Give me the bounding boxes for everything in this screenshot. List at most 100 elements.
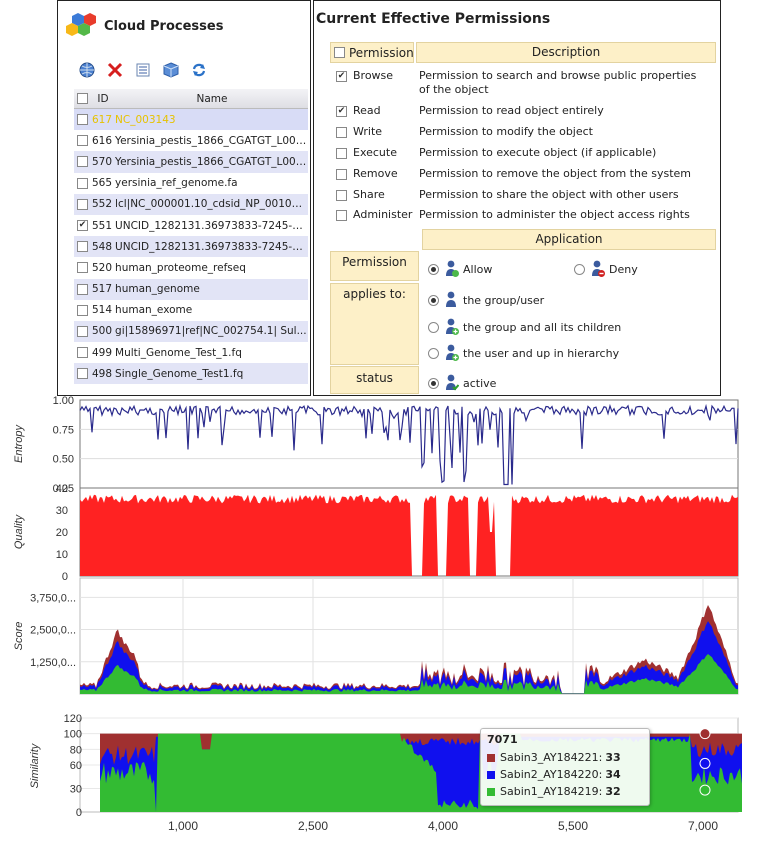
permissions-title: Current Effective Permissions bbox=[316, 11, 551, 27]
row-checkbox[interactable] bbox=[77, 177, 88, 189]
row-id: 498 bbox=[92, 367, 113, 380]
cloud-processes-title: Cloud Processes bbox=[104, 18, 224, 34]
permission-col-header: Permission bbox=[330, 42, 414, 63]
quality-tick-label: 40 bbox=[56, 483, 68, 495]
row-id: 548 bbox=[92, 240, 113, 253]
table-row[interactable]: 499 Multi_Genome_Test_1.fq bbox=[74, 342, 308, 363]
table-row[interactable]: 520 human_proteome_refseq bbox=[74, 257, 308, 278]
table-row[interactable]: 616 Yersinia_pestis_1866_CGATGT_L001... bbox=[74, 130, 308, 151]
permission-checkbox[interactable] bbox=[336, 169, 347, 180]
table-row[interactable]: 548 UNCID_1282131.36973833-7245-444f... bbox=[74, 236, 308, 258]
package-icon[interactable] bbox=[162, 61, 180, 79]
permission-row-administer: Administer Permission to administer the o… bbox=[334, 208, 709, 222]
list-icon[interactable] bbox=[134, 61, 152, 79]
row-checkbox[interactable] bbox=[77, 304, 88, 316]
similarity-marker-sabin2 bbox=[699, 757, 711, 769]
permission-name: Browse bbox=[353, 69, 394, 82]
tooltip-item-sabin3: Sabin3_AY184221:33 bbox=[487, 749, 643, 766]
row-checkbox[interactable] bbox=[77, 347, 88, 359]
permission-checkbox[interactable] bbox=[336, 148, 347, 159]
row-id: 520 bbox=[92, 261, 113, 274]
globe-icon[interactable] bbox=[78, 61, 96, 79]
permission-name: Read bbox=[353, 104, 381, 117]
row-name: lcl|NC_000001.10_cdsid_NP_001009... bbox=[115, 198, 308, 211]
table-row[interactable]: 514 human_exome bbox=[74, 300, 308, 321]
allow-option[interactable]: Allow bbox=[428, 260, 492, 278]
table-row[interactable]: 570 Yersinia_pestis_1866_CGATGT_L001... bbox=[74, 151, 308, 173]
permission-row-remove: Remove Permission to remove the object fr… bbox=[334, 167, 709, 181]
row-checkbox[interactable] bbox=[77, 156, 88, 168]
row-id: 552 bbox=[92, 198, 113, 211]
row-name: human_genome bbox=[115, 283, 200, 296]
user-allow-icon bbox=[446, 260, 459, 277]
applies-option-1[interactable]: the group and all its children bbox=[428, 318, 621, 336]
quality-tick-label: 20 bbox=[56, 527, 68, 539]
status-active-option[interactable]: active bbox=[428, 374, 496, 392]
row-name: Multi_Genome_Test_1.fq bbox=[115, 346, 242, 359]
applies-radio[interactable] bbox=[428, 347, 439, 359]
cloud-logo-icon bbox=[66, 13, 96, 36]
score-tick-label: 3,750,0... bbox=[30, 592, 76, 604]
row-name: Yersinia_pestis_1866_CGATGT_L001... bbox=[115, 155, 308, 168]
delete-icon[interactable] bbox=[106, 61, 124, 79]
row-checkbox[interactable] bbox=[77, 198, 88, 210]
row-checkbox[interactable] bbox=[77, 135, 88, 147]
permission-row-write: Write Permission to modify the object bbox=[334, 125, 709, 139]
deny-label: Deny bbox=[609, 262, 638, 276]
status-active-radio[interactable] bbox=[428, 377, 439, 389]
row-checkbox[interactable] bbox=[77, 262, 88, 274]
table-row[interactable]: 565 yersinia_ref_genome.fa bbox=[74, 173, 308, 194]
permission-checkbox[interactable] bbox=[336, 127, 347, 138]
table-row[interactable]: 498 Single_Genome_Test1.fq bbox=[74, 363, 308, 385]
chart-tooltip: 7071 Sabin3_AY184221:33 Sabin2_AY184220:… bbox=[480, 728, 650, 806]
x-axis-tick-label: 4,000 bbox=[428, 819, 458, 833]
row-id: 617 bbox=[92, 113, 113, 126]
applies-option-0[interactable]: the group/user bbox=[428, 291, 544, 309]
allow-radio[interactable] bbox=[428, 263, 439, 275]
deny-radio[interactable] bbox=[574, 263, 585, 275]
row-id: 565 bbox=[92, 177, 113, 190]
permission-row-read: ✔ Read Permission to read object entirely bbox=[334, 104, 709, 118]
permission-checkbox[interactable]: ✔ bbox=[336, 71, 347, 82]
row-checkbox[interactable] bbox=[77, 114, 88, 126]
row-checkbox[interactable] bbox=[77, 325, 88, 337]
select-all-checkbox[interactable] bbox=[77, 93, 88, 104]
col-id-header[interactable]: ID bbox=[97, 92, 109, 105]
permission-description: Permission to search and browse public p… bbox=[419, 69, 697, 96]
row-checkbox[interactable] bbox=[77, 368, 88, 380]
x-axis-tick-label: 1,000 bbox=[168, 819, 198, 833]
row-checkbox[interactable] bbox=[77, 283, 88, 295]
row-name: UNCID_1282131.36973833-7245-444f... bbox=[115, 219, 308, 232]
tooltip-sabin2-name: Sabin2_AY184220 bbox=[500, 768, 599, 781]
row-id: 551 bbox=[92, 219, 113, 232]
refresh-icon[interactable] bbox=[190, 61, 208, 79]
permission-checkbox[interactable] bbox=[336, 210, 347, 221]
row-checkbox[interactable]: ✔ bbox=[77, 220, 88, 232]
user-group-icon bbox=[446, 318, 459, 335]
permission-checkbox[interactable]: ✔ bbox=[336, 106, 347, 117]
deny-option[interactable]: Deny bbox=[574, 260, 638, 278]
applies-option-2[interactable]: the user and up in hierarchy bbox=[428, 344, 619, 362]
similarity-marker-sabin3 bbox=[699, 728, 711, 740]
permission-description: Permission to execute object (if applica… bbox=[419, 146, 657, 159]
row-checkbox[interactable] bbox=[77, 241, 88, 253]
table-row[interactable]: 617 NC_003143 bbox=[74, 109, 308, 131]
select-all-permissions-checkbox[interactable] bbox=[334, 47, 345, 58]
table-row[interactable]: ✔ 551 UNCID_1282131.36973833-7245-444f... bbox=[74, 215, 308, 236]
permission-checkbox[interactable] bbox=[336, 190, 347, 201]
genome-charts: 1.000.750.500.25Entropy403020100Quality3… bbox=[13, 396, 742, 833]
tooltip-item-sabin2: Sabin2_AY184220:34 bbox=[487, 766, 643, 783]
similarity-tick-label: 0 bbox=[76, 807, 82, 819]
applies-radio[interactable] bbox=[428, 321, 439, 333]
table-row[interactable]: 500 gi|15896971|ref|NC_002754.1| Sul... bbox=[74, 320, 308, 343]
row-name: Single_Genome_Test1.fq bbox=[115, 367, 244, 380]
applies-radio[interactable] bbox=[428, 294, 439, 306]
x-axis-tick-label: 7,000 bbox=[688, 819, 718, 833]
permission-description: Permission to remove the object from the… bbox=[419, 167, 691, 180]
table-row[interactable]: 517 human_genome bbox=[74, 278, 308, 300]
cloud-toolbar bbox=[78, 61, 208, 79]
row-id: 616 bbox=[92, 134, 113, 147]
col-name-header[interactable]: Name bbox=[196, 92, 228, 105]
table-row[interactable]: 552 lcl|NC_000001.10_cdsid_NP_001009... bbox=[74, 193, 308, 215]
similarity-tick-label: 120 bbox=[64, 713, 82, 725]
